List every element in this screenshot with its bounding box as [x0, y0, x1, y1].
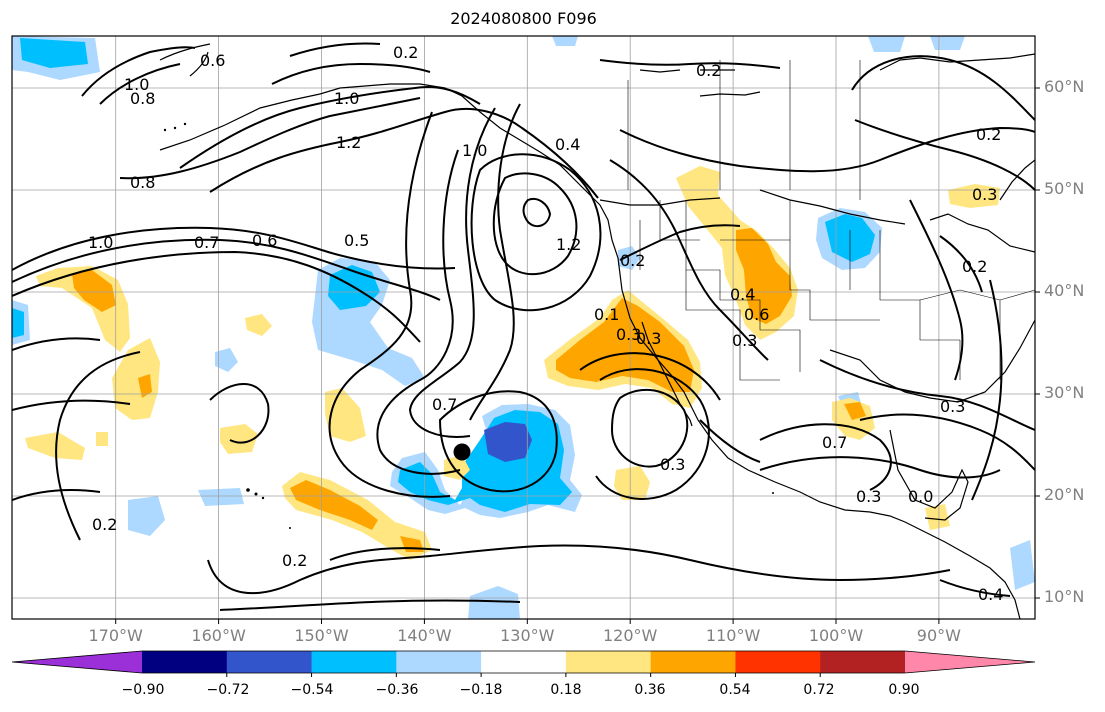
contour-label: 0.4 — [978, 585, 1003, 604]
colorbar-segment — [735, 651, 821, 673]
colorbar-tick-label: −0.90 — [121, 682, 165, 698]
colorbar-tick-label: −0.18 — [459, 682, 503, 698]
colorbar-extend-min — [12, 651, 142, 673]
axis-ticks — [115, 87, 1040, 624]
lon-label: 110°W — [705, 626, 761, 645]
contour-label: 0.6 — [744, 305, 769, 324]
map-title: 2024080800 F096 — [450, 9, 597, 28]
colorbar-tick-label: 0.18 — [550, 682, 582, 698]
contour-label: 0.4 — [730, 285, 755, 304]
colorbar-tick-label: 0.72 — [803, 682, 835, 698]
colorbar-segment — [565, 651, 652, 673]
contour-label: 0.3 — [732, 331, 757, 350]
contour-label: 0.4 — [555, 135, 580, 154]
contour-label-group: 0.6 0.2 1.0 0.8 1.0 1.2 0.8 0.2 1.0 0.7 … — [88, 43, 1003, 604]
contour-label: 0.8 — [130, 89, 155, 108]
lon-label: 130°W — [500, 626, 555, 645]
colorbar-tick-label: −0.72 — [206, 682, 250, 698]
colorbar-extend-max — [905, 651, 1035, 673]
contour-label: 0.0 — [908, 487, 933, 506]
colorbar-segment — [142, 651, 228, 673]
islands — [163, 122, 774, 529]
lat-label: 60°N — [1044, 77, 1085, 96]
lon-label: 170°W — [88, 626, 143, 645]
contour-label: 0.3 — [660, 455, 685, 474]
colorbar-tick-label: −0.54 — [290, 682, 334, 698]
contour-label: 0.3 — [616, 325, 641, 344]
contour-label: 0.8 — [130, 173, 155, 192]
colorbar-outline — [11, 650, 1036, 674]
colorbar — [11, 650, 1036, 677]
contour-lines-thin — [159, 43, 735, 77]
shading-negative — [12, 36, 1035, 619]
storm-center-marker — [453, 443, 471, 461]
contour-label: 0.2 — [976, 125, 1001, 144]
contour-label: 0.6 — [200, 51, 225, 70]
colorbar-segment — [650, 651, 736, 673]
colorbar-segment — [396, 651, 482, 673]
contour-label: 0.3 — [972, 185, 997, 204]
colorbar-tick-label: 0.54 — [719, 682, 751, 698]
lon-label: 100°W — [808, 626, 864, 645]
lon-label: 90°W — [916, 626, 961, 645]
contour-label: 1.0 — [334, 89, 359, 108]
colorbar-tick-label: −0.36 — [375, 682, 419, 698]
lon-label: 160°W — [191, 626, 246, 645]
contour-label: 0.7 — [432, 395, 457, 414]
contour-label: 0.5 — [344, 231, 369, 250]
contour-label: 0.7 — [194, 233, 219, 252]
contour-label: 1.0 — [124, 75, 149, 94]
lon-label: 150°W — [294, 626, 349, 645]
contour-label: 0.2 — [696, 61, 721, 80]
contour-lines — [12, 42, 1035, 611]
lat-label: 10°N — [1044, 587, 1085, 606]
contour-label: 0.1 — [594, 305, 619, 324]
contour-label: 0.6 — [252, 231, 277, 250]
lat-label: 50°N — [1044, 179, 1085, 198]
colorbar-tick-label: 0.36 — [634, 682, 666, 698]
colorbar-segment — [226, 651, 313, 673]
colorbar-tick-label: 0.90 — [888, 682, 920, 698]
contour-label: 0.3 — [940, 397, 965, 416]
contour-label: 1.0 — [462, 141, 487, 160]
contour-label: 1.0 — [88, 233, 113, 252]
map-frame — [11, 35, 1036, 620]
colorbar-segment — [481, 651, 567, 673]
contour-label: 0.2 — [92, 515, 117, 534]
colorbar-segment — [820, 651, 906, 673]
lat-label: 20°N — [1044, 485, 1085, 504]
lon-label: 140°W — [397, 626, 452, 645]
contour-label: 0.3 — [856, 487, 881, 506]
shading-positive — [25, 166, 1000, 560]
contour-label: 1.2 — [336, 133, 361, 152]
contour-label: 0.3 — [636, 329, 661, 348]
graticule — [12, 36, 1035, 619]
colorbar-segment — [311, 651, 397, 673]
contour-label: 0.2 — [282, 551, 307, 570]
contour-label: 1.2 — [556, 235, 581, 254]
contour-label: 0.7 — [822, 433, 847, 452]
lat-label: 40°N — [1044, 281, 1085, 300]
lat-label: 30°N — [1044, 383, 1085, 402]
lon-label: 120°W — [603, 626, 658, 645]
contour-label: 0.2 — [393, 43, 418, 62]
contour-label: 0.2 — [962, 257, 987, 276]
state-borders — [627, 60, 1035, 381]
map-background — [12, 36, 1035, 619]
contour-label: 0.2 — [620, 251, 645, 270]
